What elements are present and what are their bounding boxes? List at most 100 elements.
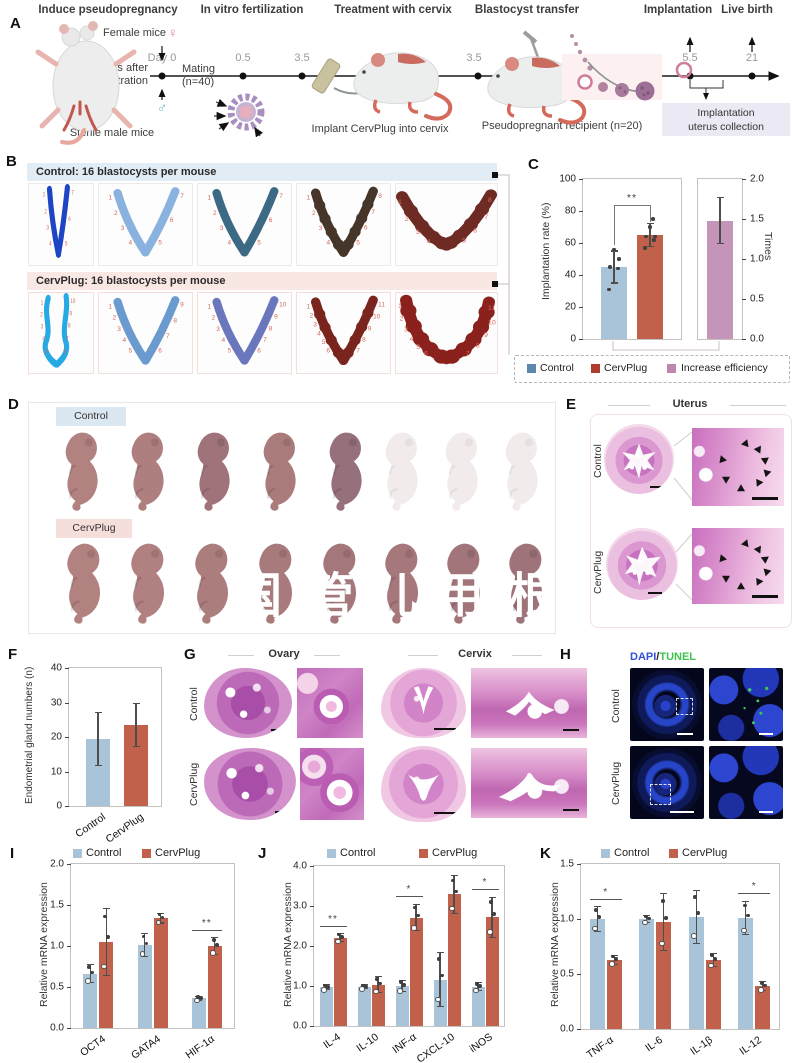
svg-text:7: 7 <box>484 214 488 221</box>
error-bar <box>613 251 615 283</box>
error-bar-cap <box>94 711 102 713</box>
legend-label-control: Control <box>540 362 574 374</box>
significance-label: ** <box>626 191 638 204</box>
svg-text:7: 7 <box>279 193 283 200</box>
y-tick-mark <box>579 211 583 212</box>
error-bar-cap <box>488 936 496 938</box>
y-tick-label: 60 <box>564 237 576 249</box>
timeline-0-5: 0.5 <box>235 52 251 64</box>
bar <box>471 986 485 1026</box>
svg-text:8: 8 <box>173 318 177 325</box>
bar <box>639 919 655 1029</box>
pup-image <box>184 430 240 512</box>
error-bar <box>762 981 764 991</box>
bar <box>371 984 385 1026</box>
e-cervplug-label: CervPlug <box>592 550 604 594</box>
data-dot <box>696 911 701 915</box>
uterus-image: 1 2 3 4 5 10 9 8 7 6 <box>197 292 292 374</box>
scale-bar <box>650 485 664 488</box>
data-dot <box>742 903 747 908</box>
error-bar-cap <box>742 933 750 935</box>
error-bar <box>613 955 615 965</box>
g-cervplug-cervix-section <box>381 746 466 822</box>
scale-bar <box>563 808 579 811</box>
data-dot <box>660 899 665 903</box>
y-tick-label: 1.0 <box>750 253 764 265</box>
error-bar <box>663 893 665 951</box>
error-bar <box>745 901 747 935</box>
svg-text:1: 1 <box>398 199 402 206</box>
g-control-ovary-section <box>204 668 292 738</box>
data-dot <box>437 957 441 961</box>
data-dot <box>607 287 611 292</box>
y-tick-label: 10 <box>50 766 62 777</box>
data-dot <box>693 895 698 899</box>
scale-bar <box>434 727 456 730</box>
svg-text:5: 5 <box>45 349 47 356</box>
uterus-image: 1 2 3 4 5 6 11 10 9 8 7 <box>395 292 498 374</box>
data-dot <box>90 970 94 975</box>
scale-bar <box>752 497 778 500</box>
bar <box>191 998 206 1028</box>
svg-text:3: 3 <box>41 324 43 331</box>
error-bar-cap <box>610 282 618 284</box>
data-dot <box>658 940 665 947</box>
y-tick-label: 0.0 <box>293 1020 307 1032</box>
svg-text:8: 8 <box>269 325 273 332</box>
svg-text:10: 10 <box>488 320 496 327</box>
data-dot <box>375 977 379 981</box>
bar <box>319 987 333 1026</box>
svg-text:5: 5 <box>65 241 67 248</box>
k-legend-control: Control <box>614 847 650 859</box>
data-dot <box>592 925 599 932</box>
oocyte-illustration <box>214 93 265 138</box>
error-bar-cap <box>412 930 420 932</box>
data-dot <box>643 914 648 919</box>
scale-bar <box>275 810 288 813</box>
svg-text:9: 9 <box>180 302 184 309</box>
y-tick-label: 1.0 <box>50 940 64 952</box>
step-ivf: In vitro fertilization <box>200 4 304 16</box>
data-dot <box>487 929 493 935</box>
svg-text:6: 6 <box>257 348 261 355</box>
svg-text:1: 1 <box>307 303 311 310</box>
data-dot <box>710 952 715 957</box>
panel-label-d: D <box>8 396 19 413</box>
data-dot <box>608 265 612 269</box>
e-title-line-left <box>608 405 650 406</box>
data-dot <box>416 913 420 918</box>
data-dot <box>740 927 747 934</box>
data-dot <box>651 217 655 221</box>
timeline-3-5a: 3.5 <box>294 52 310 64</box>
svg-text:3: 3 <box>416 229 420 236</box>
arrowhead-marker <box>763 566 773 576</box>
x-category-label: iNOS <box>467 1031 495 1056</box>
bar <box>656 922 672 1029</box>
error-bar-cap <box>742 900 750 902</box>
g-control-cervix-zoom <box>471 668 587 738</box>
error-bar-cap <box>436 951 444 953</box>
significance-label: * <box>482 877 488 889</box>
h-control-zoom <box>709 668 783 741</box>
k-yaxis-title: Relative mRNA expression <box>549 882 561 1008</box>
mating-label: Mating (n=40) <box>182 63 215 89</box>
k-legend-cervplug: CervPlug <box>682 847 728 859</box>
data-dot <box>440 973 444 978</box>
data-dot <box>399 980 403 984</box>
data-dot <box>402 983 406 987</box>
inset-box <box>676 698 693 715</box>
svg-text:6: 6 <box>364 225 368 232</box>
bar <box>357 986 371 1026</box>
significance-label: ** <box>201 917 212 929</box>
y-tick-mark <box>310 906 314 907</box>
svg-text:7: 7 <box>71 190 73 197</box>
y-tick-mark <box>65 668 69 669</box>
pup-image <box>54 541 110 625</box>
x-category-label: IL-1β <box>687 1034 715 1058</box>
d-control-tag: Control <box>56 407 126 426</box>
y-tick-label: 100 <box>559 173 576 185</box>
y-tick-mark <box>577 919 581 920</box>
data-dot <box>212 938 216 942</box>
